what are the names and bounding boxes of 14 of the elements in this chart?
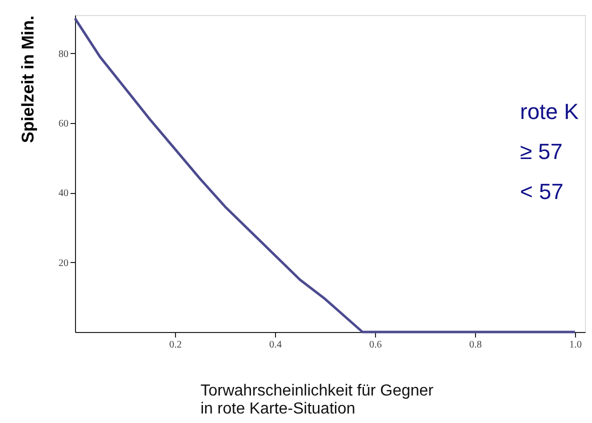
y-axis-title: Spielzeit in Min. [18,16,38,144]
x-tick-label: 0.6 [369,340,382,350]
annotation: ≥ 57 [520,139,563,164]
x-tick-label: 0.4 [269,340,282,350]
x-tick-label: 1.0 [569,340,582,350]
x-tick-label: 0.2 [169,340,182,350]
y-tick-label: 20 [58,258,68,269]
y-tick-label: 40 [58,188,68,200]
x-tick-label: 0.8 [469,340,482,350]
x-axis-title: Torwahrscheinlichkeit für Gegner in rote Karte-Situation [200,382,434,418]
annotation: < 57 [520,179,564,204]
annotation: rote K [520,99,580,124]
y-tick-label: 60 [58,118,68,130]
y-tick-label: 80 [58,48,68,60]
